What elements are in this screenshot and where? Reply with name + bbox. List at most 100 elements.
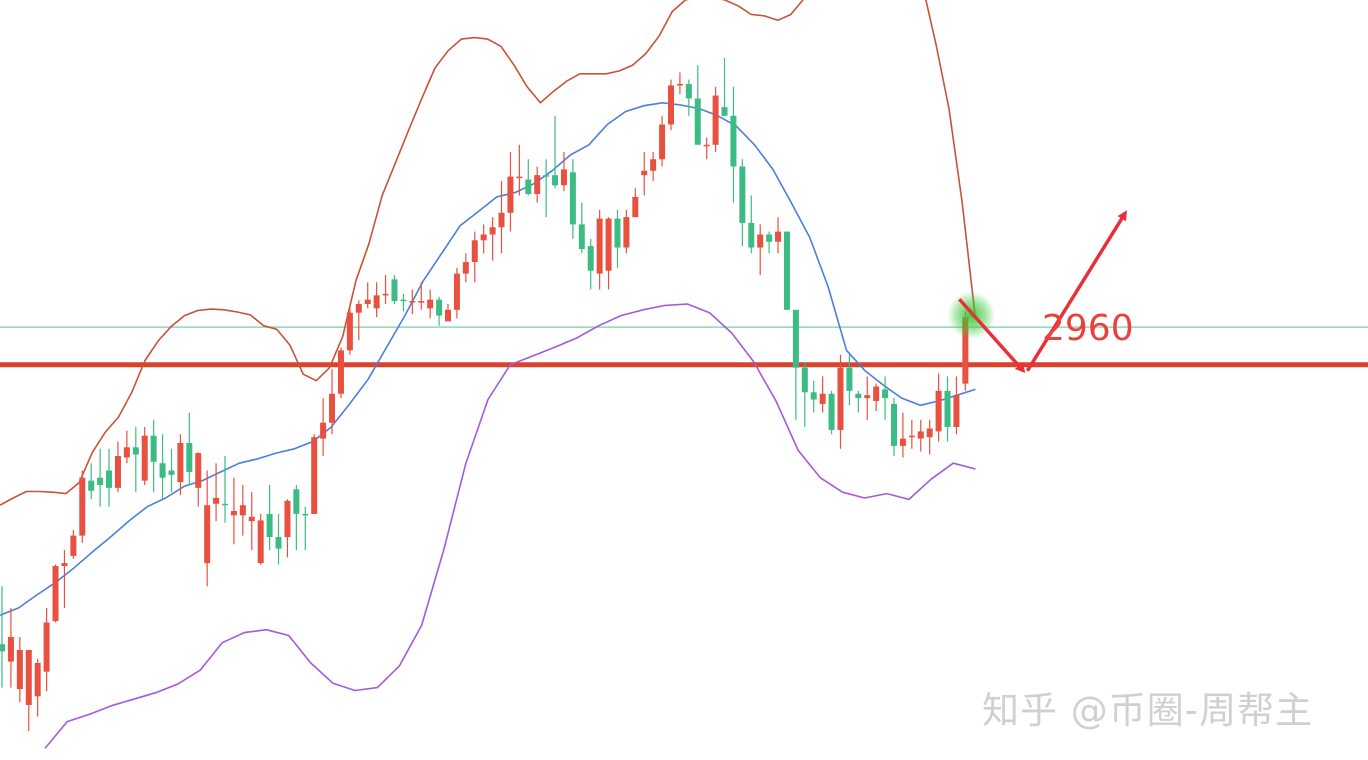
candle-body	[516, 176, 523, 179]
candle-body	[498, 212, 505, 228]
candle-body	[543, 175, 550, 177]
watermark: 知乎 @币圈-周帮主	[982, 689, 1314, 732]
candle-body	[275, 537, 282, 549]
candle-body	[855, 393, 862, 399]
candle-body	[703, 144, 710, 147]
candle-body	[525, 179, 532, 194]
candle-body	[721, 107, 728, 116]
candle-body	[239, 505, 246, 516]
candle-body	[801, 367, 808, 393]
candle-body	[230, 511, 237, 516]
candle-body	[828, 393, 835, 430]
candle-body	[614, 218, 621, 248]
candle-body	[685, 83, 692, 99]
candle-body	[52, 566, 59, 622]
candle-body	[810, 392, 817, 400]
candle-body	[739, 166, 746, 223]
candle-body	[775, 231, 782, 242]
candle-body	[373, 295, 380, 309]
candle-body	[935, 390, 942, 432]
candle-body	[302, 513, 309, 516]
candle-body	[213, 497, 220, 504]
candle-body	[819, 393, 826, 404]
candle-body	[632, 196, 639, 218]
candle-body	[578, 224, 585, 249]
candle-body	[123, 447, 130, 458]
candle-body	[266, 513, 273, 538]
candle-body	[891, 403, 897, 446]
candle-body	[355, 304, 362, 313]
candle-body	[364, 299, 371, 304]
candle-body	[882, 389, 889, 399]
candle-body	[552, 175, 559, 186]
candle-body	[873, 386, 880, 401]
candle-body	[177, 442, 184, 483]
candle-body	[534, 175, 541, 194]
candle-body	[471, 240, 478, 263]
candle-body	[204, 505, 211, 564]
candle-body	[560, 169, 567, 186]
lower-bollinger-band	[44, 303, 976, 749]
candle-body	[694, 98, 701, 145]
candle-body	[899, 438, 906, 446]
rally-arrow	[1025, 210, 1127, 372]
candle-body	[569, 172, 576, 225]
candle-body	[337, 350, 344, 394]
candle-body	[34, 663, 41, 697]
middle-bollinger-band	[0, 102, 976, 616]
candle-body	[792, 309, 799, 368]
candle-body	[864, 395, 871, 399]
candle-body	[106, 470, 113, 488]
candle-body	[917, 431, 924, 439]
candle-body	[436, 299, 443, 316]
candle-body	[25, 649, 32, 705]
candle-body	[7, 636, 14, 662]
candle-body	[641, 170, 648, 176]
candle-body	[962, 317, 969, 384]
candle-body	[623, 217, 630, 248]
candle-body	[284, 500, 291, 538]
candle-body	[97, 477, 104, 485]
candle-body	[222, 503, 228, 506]
candle-body	[70, 535, 77, 556]
candle-body	[587, 246, 594, 271]
candle-body	[944, 390, 951, 428]
candle-body	[712, 95, 719, 145]
candle-body	[783, 231, 790, 310]
candle-body	[61, 563, 68, 567]
candle-body	[400, 299, 407, 302]
candle-body	[480, 234, 487, 241]
candle-body	[757, 234, 764, 248]
candle-body	[453, 273, 460, 310]
candle-body	[908, 435, 915, 438]
candle-body	[766, 234, 773, 242]
price-label-2960: 2960	[1042, 308, 1134, 349]
candle-body	[846, 367, 853, 391]
candle-body	[43, 622, 50, 672]
candle-body	[16, 649, 23, 690]
candle-body	[346, 312, 353, 351]
candle-body	[926, 428, 933, 438]
candle-body	[141, 435, 148, 481]
candle-body	[186, 442, 193, 472]
candle-body	[79, 477, 86, 536]
candle-body	[114, 456, 121, 488]
candle-body	[248, 516, 255, 522]
candle-body	[427, 299, 434, 309]
candle-body	[668, 85, 674, 125]
candle-body	[650, 159, 657, 171]
candle-body	[605, 218, 612, 271]
candle-body	[150, 435, 157, 462]
upper-bollinger-band	[0, 0, 977, 506]
candle-body	[88, 480, 95, 491]
candle-body	[293, 489, 300, 514]
pullback-arrow	[958, 298, 1026, 374]
candle-body	[659, 124, 666, 160]
candle-body	[953, 395, 960, 428]
candle-body	[596, 218, 603, 274]
candle-body	[320, 422, 327, 439]
candle-body	[257, 520, 264, 564]
candle-body	[409, 301, 416, 303]
candle-body	[730, 115, 737, 167]
